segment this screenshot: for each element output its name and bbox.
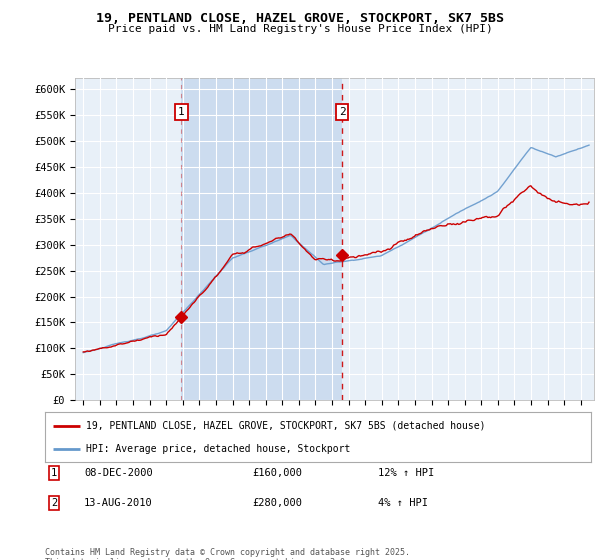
Text: 1: 1 [178,107,185,117]
Text: 12% ↑ HPI: 12% ↑ HPI [378,468,434,478]
Text: HPI: Average price, detached house, Stockport: HPI: Average price, detached house, Stoc… [86,445,350,454]
Text: 1: 1 [51,468,57,478]
Text: Price paid vs. HM Land Registry's House Price Index (HPI): Price paid vs. HM Land Registry's House … [107,24,493,34]
Text: £280,000: £280,000 [252,498,302,508]
Text: 4% ↑ HPI: 4% ↑ HPI [378,498,428,508]
Text: 2: 2 [339,107,346,117]
Bar [181,78,342,400]
Text: 19, PENTLAND CLOSE, HAZEL GROVE, STOCKPORT, SK7 5BS (detached house): 19, PENTLAND CLOSE, HAZEL GROVE, STOCKPO… [86,421,485,431]
Text: 19, PENTLAND CLOSE, HAZEL GROVE, STOCKPORT, SK7 5BS: 19, PENTLAND CLOSE, HAZEL GROVE, STOCKPO… [96,12,504,25]
Text: Contains HM Land Registry data © Crown copyright and database right 2025.
This d: Contains HM Land Registry data © Crown c… [45,548,410,560]
Text: 2: 2 [51,498,57,508]
Text: 08-DEC-2000: 08-DEC-2000 [84,468,153,478]
Text: £160,000: £160,000 [252,468,302,478]
Text: 13-AUG-2010: 13-AUG-2010 [84,498,153,508]
